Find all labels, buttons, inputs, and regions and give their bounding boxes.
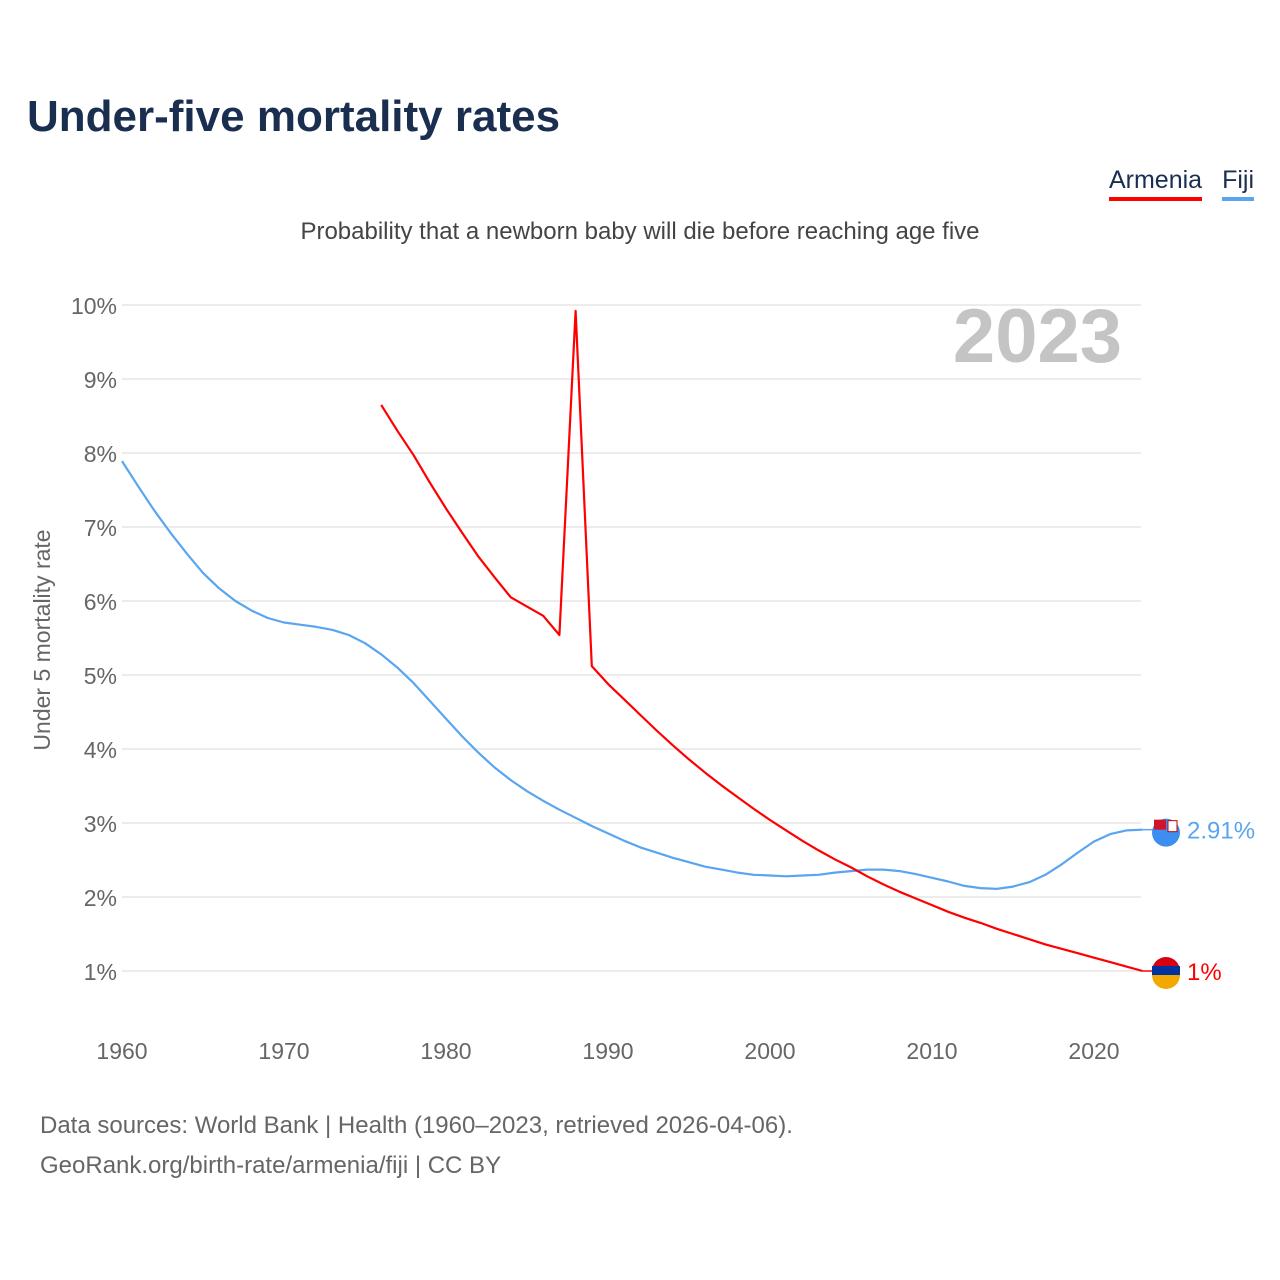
- series-line-armenia: [380, 309, 1143, 973]
- y-axis-label: Under 5 mortality rate: [29, 529, 55, 750]
- legend: Armenia Fiji: [1108, 166, 1254, 201]
- y-tick-label: 8%: [84, 441, 117, 467]
- x-tick-label: 1970: [258, 1038, 309, 1064]
- armenia-flag-icon: [1152, 966, 1180, 976]
- series-line-fiji: [121, 460, 1143, 890]
- y-tick-label: 2%: [84, 885, 117, 911]
- footer: Data sources: World Bank | Health (1960–…: [40, 1106, 793, 1186]
- chart-title: Under-five mortality rates: [27, 92, 561, 141]
- x-tick-label: 2000: [744, 1038, 795, 1064]
- end-value-label: 2.91%: [1187, 818, 1255, 845]
- year-watermark: 2023: [953, 294, 1122, 379]
- y-tick-label: 1%: [84, 959, 117, 985]
- legend-item-armenia[interactable]: Armenia: [1108, 166, 1203, 201]
- chart-subtitle: Probability that a newborn baby will die…: [300, 218, 980, 245]
- fiji-flag-icon: [1167, 820, 1178, 833]
- x-tick-label: 2020: [1068, 1038, 1119, 1064]
- end-value-label: 1%: [1187, 959, 1222, 986]
- source-link[interactable]: GeoRank.org/birth-rate/armenia/fiji | CC…: [40, 1152, 502, 1179]
- y-tick-label: 7%: [84, 515, 117, 541]
- y-tick-label: 10%: [71, 293, 117, 319]
- y-tick-label: 4%: [84, 737, 117, 763]
- data-source: Data sources: World Bank | Health (1960–…: [40, 1112, 793, 1139]
- y-tick-label: 6%: [84, 589, 117, 615]
- x-tick-label: 2010: [906, 1038, 957, 1064]
- fiji-flag-icon: [1154, 819, 1166, 830]
- x-tick-label: 1990: [582, 1038, 633, 1064]
- x-tick-label: 1980: [420, 1038, 471, 1064]
- y-tick-label: 3%: [84, 811, 117, 837]
- x-tick-label: 1960: [96, 1038, 147, 1064]
- y-tick-label: 5%: [84, 663, 117, 689]
- armenia-flag-icon: [1152, 975, 1180, 989]
- legend-item-fiji[interactable]: Fiji: [1222, 166, 1254, 201]
- y-tick-label: 9%: [84, 367, 117, 393]
